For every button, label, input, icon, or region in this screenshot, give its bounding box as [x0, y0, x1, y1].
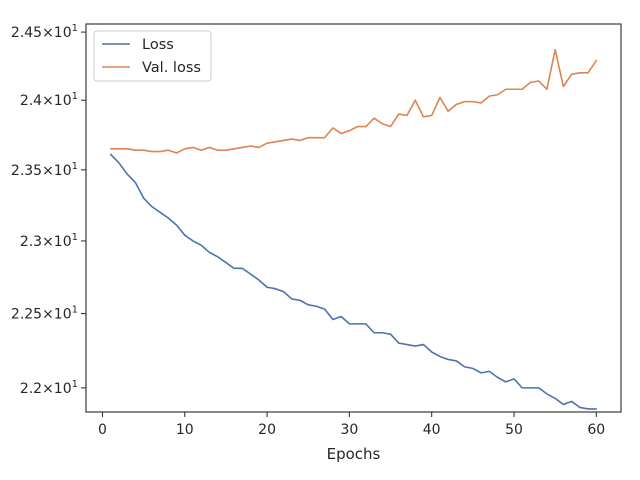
y-tick-times: ×10	[42, 307, 72, 323]
x-tick-label: 40	[423, 422, 441, 438]
series-line-val-loss	[109, 48, 598, 154]
legend-label: Loss	[142, 37, 174, 53]
y-tick-exponent: 1	[72, 91, 78, 102]
y-tick-label: 2.45×101	[11, 23, 78, 41]
y-tick-times: ×10	[42, 234, 72, 250]
y-tick-mantissa: 2.4	[20, 93, 42, 109]
y-tick-exponent: 1	[72, 379, 78, 390]
y-tick-label: 2.2×101	[20, 379, 78, 397]
y-tick-exponent: 1	[72, 232, 78, 243]
x-tick-label: 30	[340, 422, 358, 438]
x-tick-label: 0	[98, 422, 107, 438]
axes-frame	[85, 23, 622, 413]
x-tick-label: 50	[505, 422, 523, 438]
y-tick-label: 2.4×101	[20, 91, 78, 109]
x-tick-label: 60	[587, 422, 605, 438]
x-tick-label: 10	[176, 422, 194, 438]
y-tick-exponent: 1	[72, 161, 78, 172]
y-tick-times: ×10	[42, 381, 72, 397]
legend-label: Val. loss	[142, 60, 201, 76]
x-tick-label: 20	[258, 422, 276, 438]
y-tick-mantissa: 2.25	[11, 307, 42, 323]
y-tick-mantissa: 2.45	[11, 25, 42, 41]
y-tick-times: ×10	[42, 25, 72, 41]
y-tick-mantissa: 2.3	[20, 234, 42, 250]
plot-area	[109, 48, 598, 410]
y-tick-label: 2.25×101	[11, 305, 78, 323]
y-tick-exponent: 1	[72, 305, 78, 316]
legend: Loss Val. loss	[93, 30, 212, 82]
y-tick-label: 2.35×101	[11, 161, 78, 179]
y-tick-times: ×10	[42, 93, 72, 109]
x-axis-label: Epochs	[327, 445, 381, 463]
y-tick-mantissa: 2.2	[20, 381, 42, 397]
y-tick-label: 2.3×101	[20, 232, 78, 250]
y-tick-mantissa: 2.35	[11, 163, 42, 179]
axes: 0 10 20 30 40 50 602.2×1012.25×1012.3×1012.35×…	[11, 23, 622, 463]
y-tick-times: ×10	[42, 163, 72, 179]
series-line-loss	[109, 153, 598, 410]
y-tick-exponent: 1	[72, 23, 78, 34]
